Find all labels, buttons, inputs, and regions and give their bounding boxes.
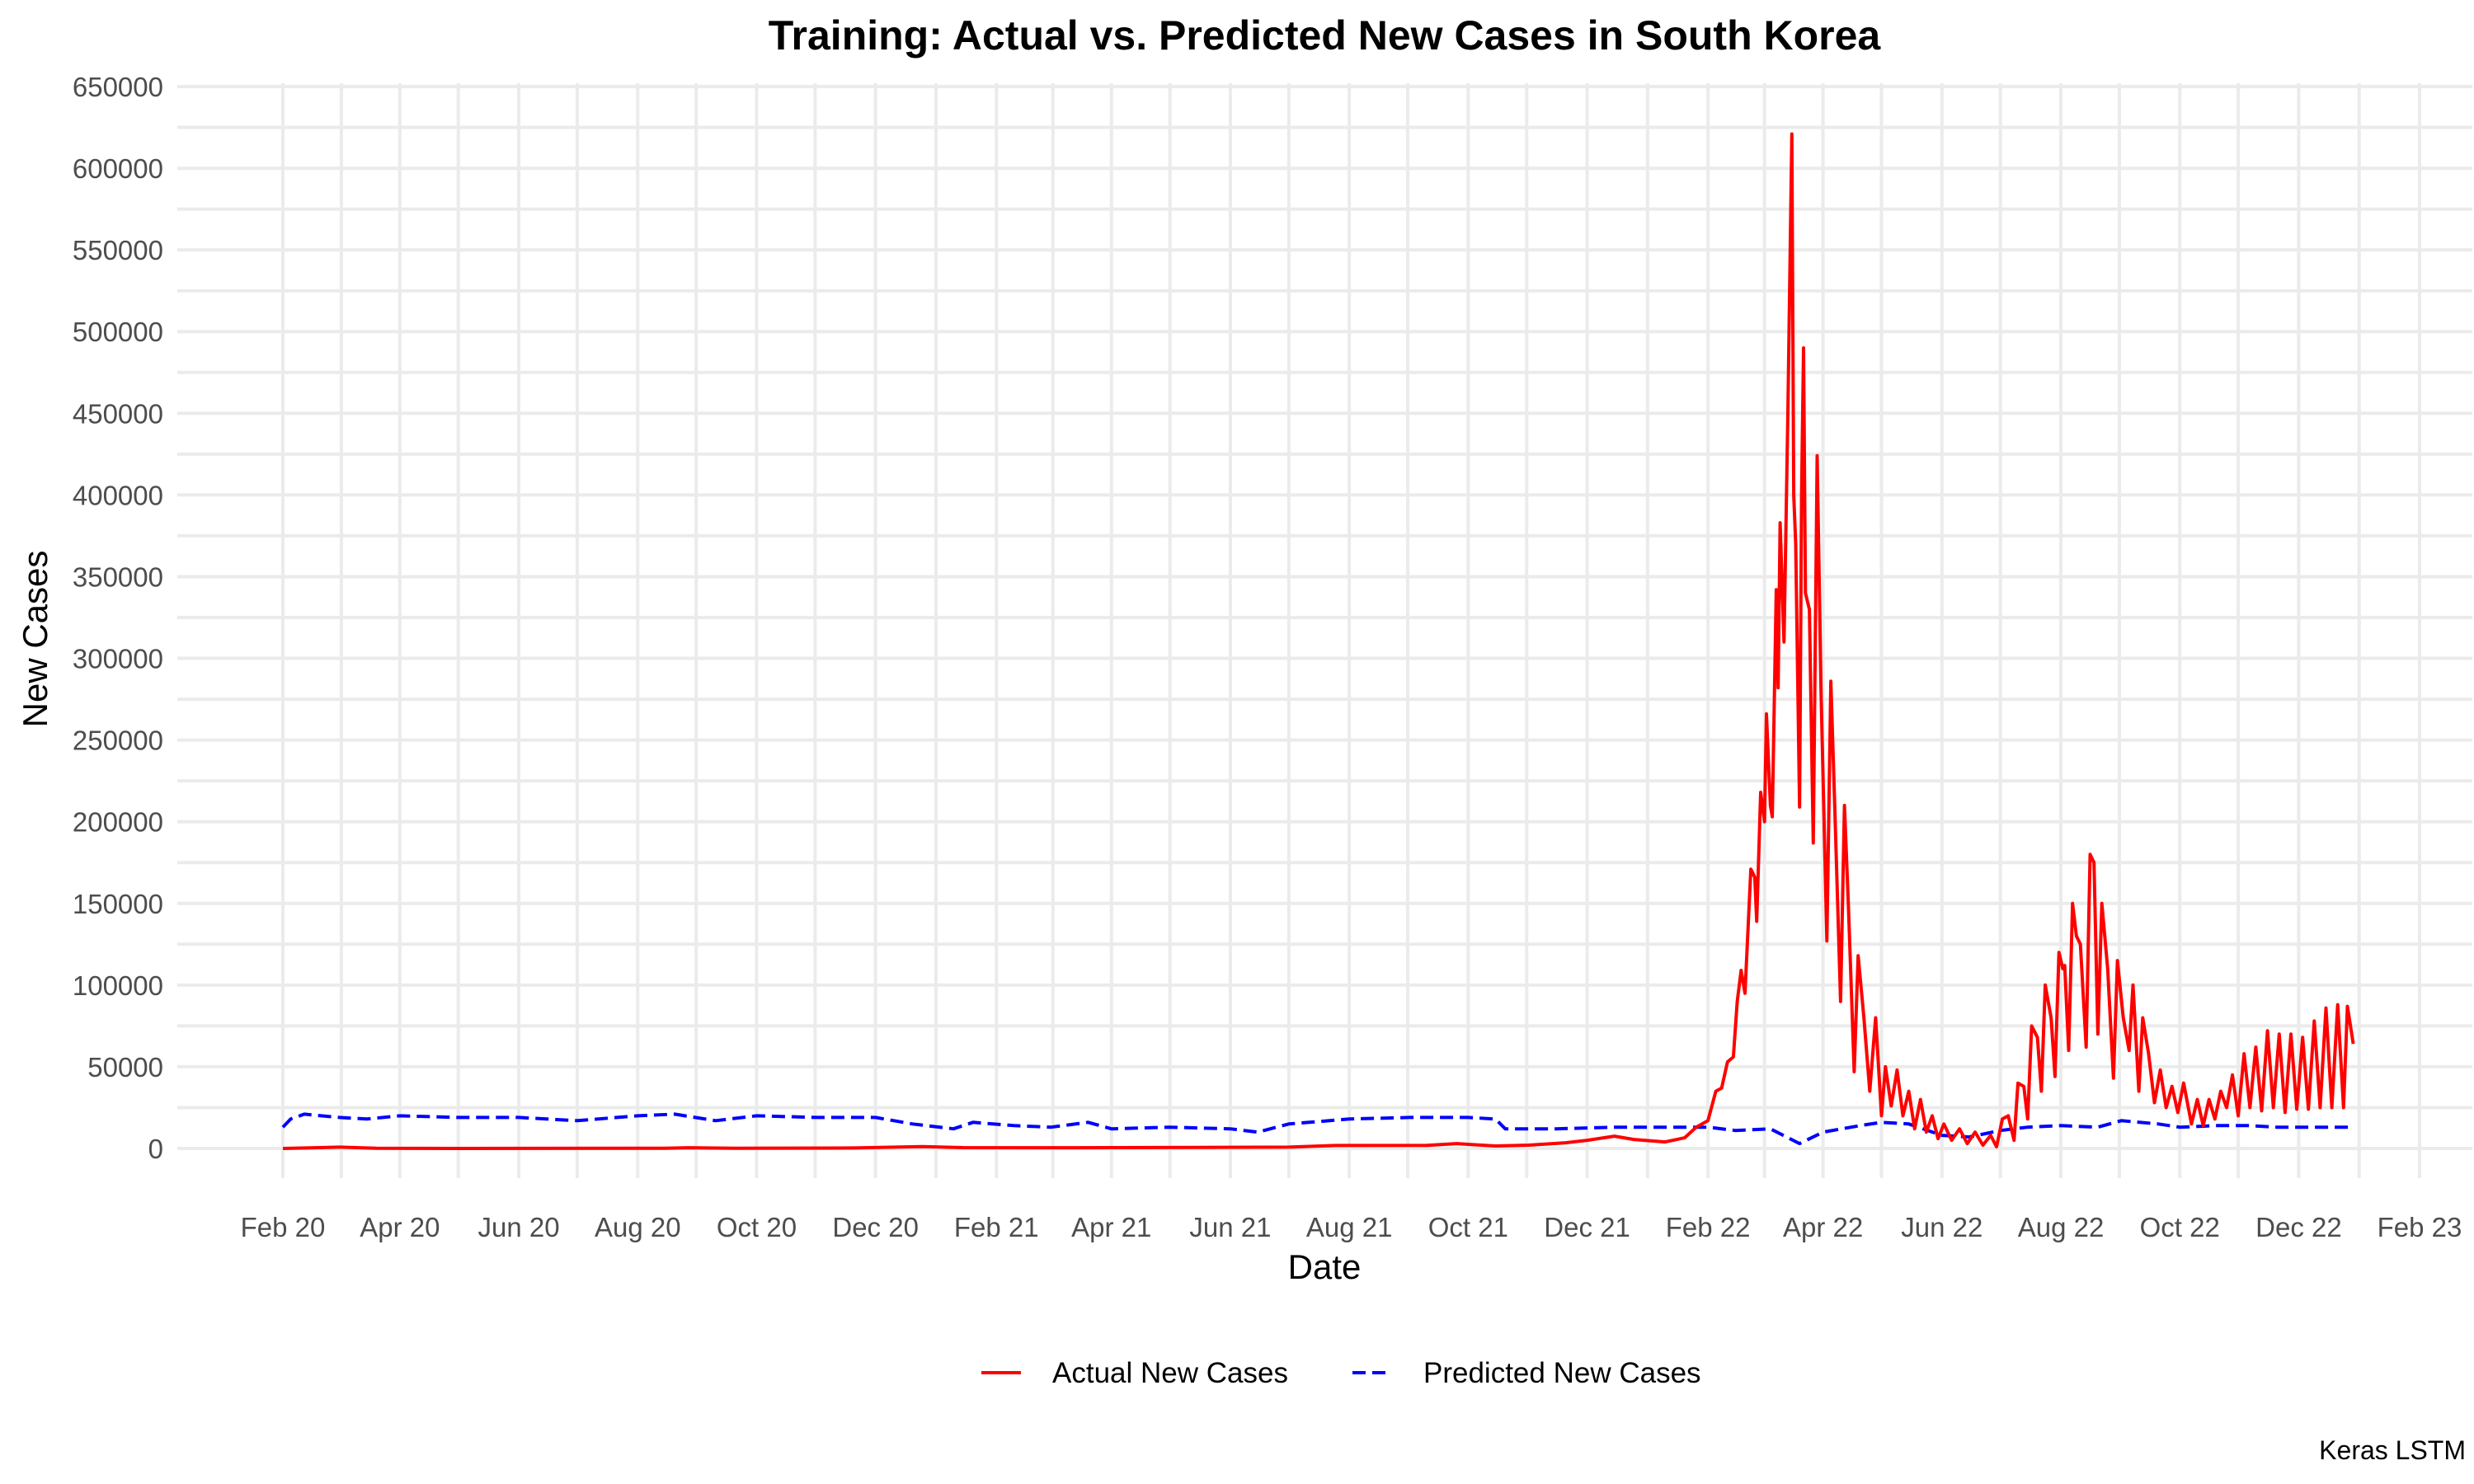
x-tick-label: Feb 23 [2378,1212,2462,1242]
x-tick-label: Feb 21 [954,1212,1039,1242]
x-tick-label: Dec 21 [1544,1212,1630,1242]
y-tick-label: 500000 [73,317,163,347]
caption: Keras LSTM [2319,1435,2466,1465]
y-tick-label: 450000 [73,398,163,429]
x-tick-label: Aug 20 [595,1212,681,1242]
y-tick-label: 600000 [73,153,163,184]
series-line-actual [282,132,2355,1150]
y-axis-ticks: 0 50000 100000 150000 200000 250000 300000 3500… [73,72,163,1164]
x-axis-title: Date [1288,1247,1362,1286]
x-tick-label: Oct 22 [2140,1212,2220,1242]
x-tick-label: Apr 21 [1071,1212,1151,1242]
chart-title: Training: Actual vs. Predicted New Cases… [769,12,1882,59]
y-tick-label: 250000 [73,726,163,756]
x-tick-label: Feb 22 [1666,1212,1751,1242]
x-tick-label: Apr 22 [1783,1212,1863,1242]
x-axis-ticks: Feb 20 Apr 20 Jun 20 Aug 20 Oct 20 Dec 20 Feb … [241,1212,2462,1242]
legend-label: Predicted New Cases [1423,1357,1701,1389]
y-axis-title: New Cases [16,551,54,728]
y-tick-label: 650000 [73,72,163,102]
y-tick-label: 50000 [87,1052,163,1082]
legend: Actual New Cases Predicted New Cases [981,1357,1701,1389]
legend-label: Actual New Cases [1052,1357,1288,1389]
x-tick-label: Aug 21 [1306,1212,1393,1242]
legend-item-predicted: Predicted New Cases [1352,1357,1701,1389]
y-tick-label: 550000 [73,235,163,265]
series-line-predicted [281,1112,2354,1146]
y-tick-label: 300000 [73,644,163,674]
y-tick-label: 150000 [73,889,163,919]
grid [177,83,2472,1178]
series-layer [281,132,2355,1150]
x-tick-label: Jun 20 [478,1212,560,1242]
x-tick-label: Oct 20 [717,1212,797,1242]
y-tick-label: 0 [148,1134,163,1164]
x-tick-label: Dec 20 [832,1212,919,1242]
x-tick-label: Apr 20 [360,1212,440,1242]
y-tick-label: 100000 [73,970,163,1001]
x-tick-label: Oct 21 [1428,1212,1508,1242]
x-tick-label: Jun 21 [1189,1212,1271,1242]
x-tick-label: Aug 22 [2018,1212,2105,1242]
y-tick-label: 200000 [73,807,163,838]
y-tick-label: 400000 [73,480,163,510]
x-tick-label: Feb 20 [241,1212,326,1242]
legend-item-actual: Actual New Cases [981,1357,1288,1389]
x-tick-label: Dec 22 [2255,1212,2342,1242]
y-tick-label: 350000 [73,561,163,592]
x-tick-label: Jun 22 [1901,1212,1982,1242]
